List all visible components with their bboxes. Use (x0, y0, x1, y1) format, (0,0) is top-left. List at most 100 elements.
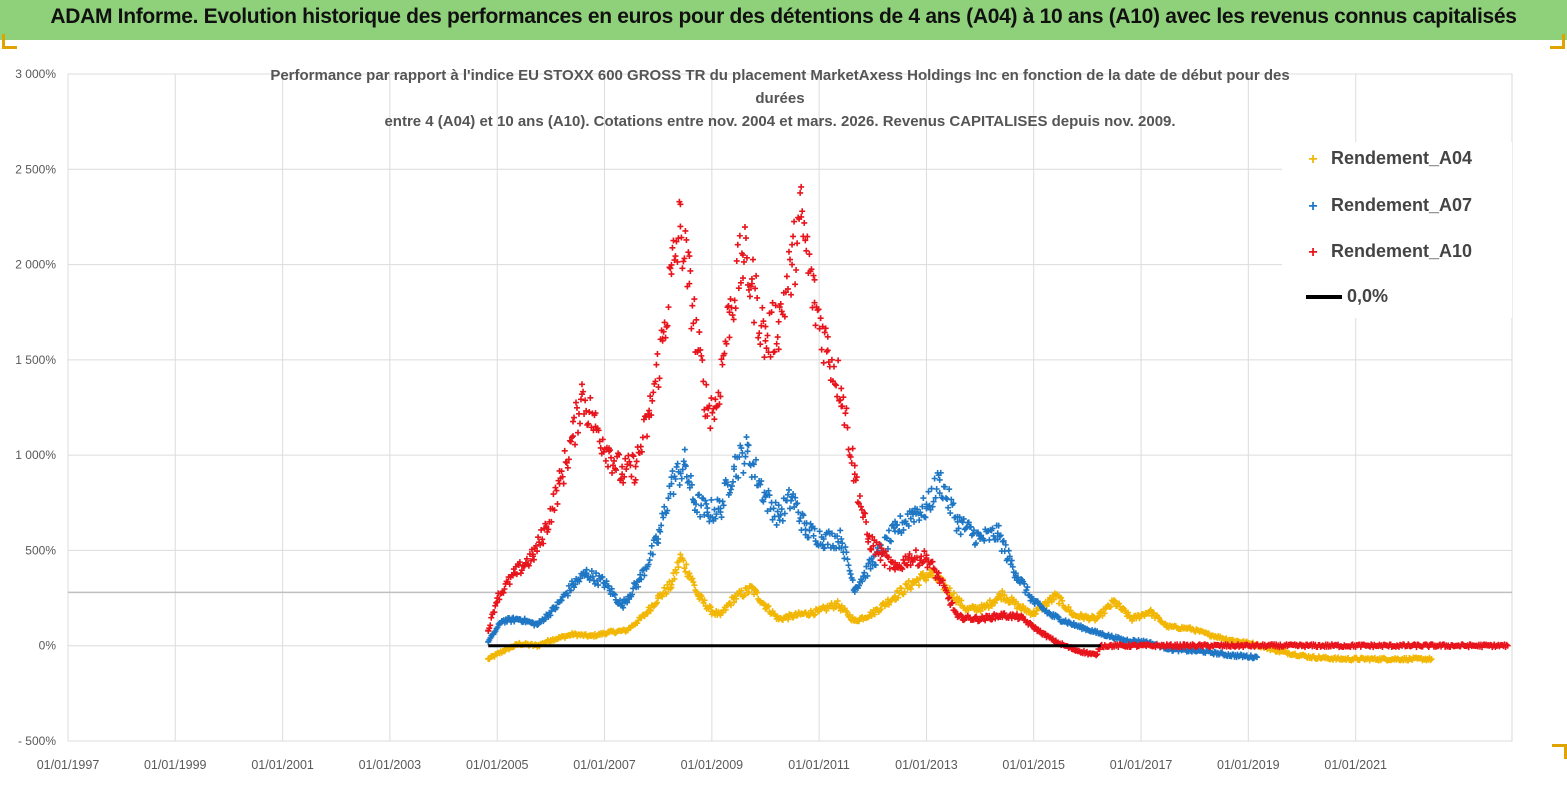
data-point-marker (787, 505, 793, 512)
data-point-marker (741, 224, 748, 231)
data-point-marker (999, 591, 1006, 598)
data-point-marker (1002, 541, 1009, 548)
data-point-marker (729, 312, 736, 319)
data-point-marker (671, 575, 678, 582)
data-point-marker (1093, 652, 1100, 659)
data-point-marker (797, 515, 804, 522)
data-point-marker (665, 304, 672, 311)
data-point-marker (920, 495, 927, 502)
data-point-marker (608, 585, 615, 592)
data-point-marker (592, 410, 599, 417)
chart-title-line-1: Performance par rapport à l'indice EU ST… (270, 67, 1290, 84)
data-point-marker (672, 475, 679, 482)
data-point-marker (996, 533, 1003, 540)
data-point-marker (898, 585, 905, 592)
data-point-marker (715, 389, 722, 396)
data-point-marker (999, 538, 1006, 545)
data-point-marker (838, 544, 845, 551)
data-point-marker (631, 580, 638, 587)
data-point-marker (863, 519, 870, 525)
data-point-marker (1116, 600, 1123, 607)
data-point-marker (695, 593, 702, 600)
data-point-marker (1000, 537, 1007, 544)
data-point-marker (967, 523, 974, 530)
legend-label-a07: Rendement_A07 (1331, 195, 1473, 215)
data-point-marker (937, 469, 944, 476)
data-point-marker (676, 481, 683, 488)
data-point-marker (583, 407, 590, 414)
data-point-marker (821, 329, 828, 336)
data-point-marker (794, 240, 801, 247)
data-point-marker (578, 381, 585, 388)
data-point-marker (907, 515, 914, 522)
data-point-marker (592, 423, 599, 430)
y-tick-label: 2 000% (15, 258, 56, 272)
data-point-marker (828, 356, 835, 363)
data-point-marker (869, 558, 876, 565)
data-point-marker (1009, 563, 1016, 570)
data-point-marker (554, 500, 561, 507)
data-point-marker (957, 531, 964, 538)
line-marker-icon (1306, 295, 1342, 300)
data-point-marker (765, 349, 772, 356)
data-point-marker (851, 617, 858, 624)
data-point-marker (687, 267, 694, 274)
data-point-marker (803, 247, 810, 254)
data-point-marker (725, 302, 732, 309)
x-tick-label: 01/01/2005 (466, 758, 529, 772)
data-point-marker (662, 334, 669, 341)
data-point-marker (834, 533, 841, 540)
data-point-marker (717, 505, 724, 512)
data-point-marker (877, 557, 884, 564)
data-point-marker (764, 332, 771, 339)
data-point-marker (913, 554, 920, 561)
data-point-marker (654, 599, 661, 606)
chart-title: Performance par rapport à l'indice EU ST… (175, 64, 1385, 133)
data-point-marker (843, 405, 850, 412)
data-point-marker (910, 518, 917, 525)
data-point-marker (730, 316, 737, 323)
data-point-marker (945, 504, 952, 511)
data-point-marker (571, 414, 578, 421)
data-point-marker (558, 468, 565, 475)
series-Rendement_A10 (485, 183, 1511, 659)
data-point-marker (869, 533, 876, 540)
data-point-marker (882, 534, 889, 541)
data-point-marker (674, 460, 681, 467)
data-point-marker (738, 445, 745, 452)
data-point-marker (527, 557, 534, 564)
data-point-marker (887, 538, 894, 545)
data-point-marker (692, 501, 699, 508)
data-point-marker (986, 597, 993, 604)
data-point-marker (844, 556, 851, 563)
data-point-marker (764, 508, 771, 515)
data-point-marker (548, 518, 555, 525)
data-point-marker (735, 285, 742, 292)
data-point-marker (816, 608, 823, 615)
data-point-marker (626, 458, 633, 465)
data-point-marker (766, 492, 773, 499)
data-point-marker (957, 611, 964, 618)
data-point-marker (567, 587, 574, 594)
data-point-marker (793, 266, 800, 273)
data-point-marker (872, 562, 879, 569)
data-point-marker (749, 256, 756, 263)
data-point-marker (543, 524, 550, 531)
corner-mark-icon (2, 34, 17, 49)
data-point-marker (552, 484, 559, 491)
data-point-marker (573, 399, 580, 406)
data-point-marker (577, 420, 584, 427)
data-point-marker (606, 629, 613, 636)
data-point-marker (500, 589, 507, 596)
data-point-marker (898, 529, 905, 536)
data-point-marker (611, 457, 618, 464)
data-point-marker (726, 309, 733, 316)
data-point-marker (635, 583, 642, 590)
data-point-marker (493, 599, 500, 606)
data-point-marker (751, 319, 758, 326)
data-point-marker (814, 307, 821, 314)
data-point-marker (895, 594, 902, 601)
data-point-marker (656, 375, 663, 382)
x-tick-label: 01/01/2007 (573, 758, 636, 772)
data-point-marker (618, 475, 625, 482)
